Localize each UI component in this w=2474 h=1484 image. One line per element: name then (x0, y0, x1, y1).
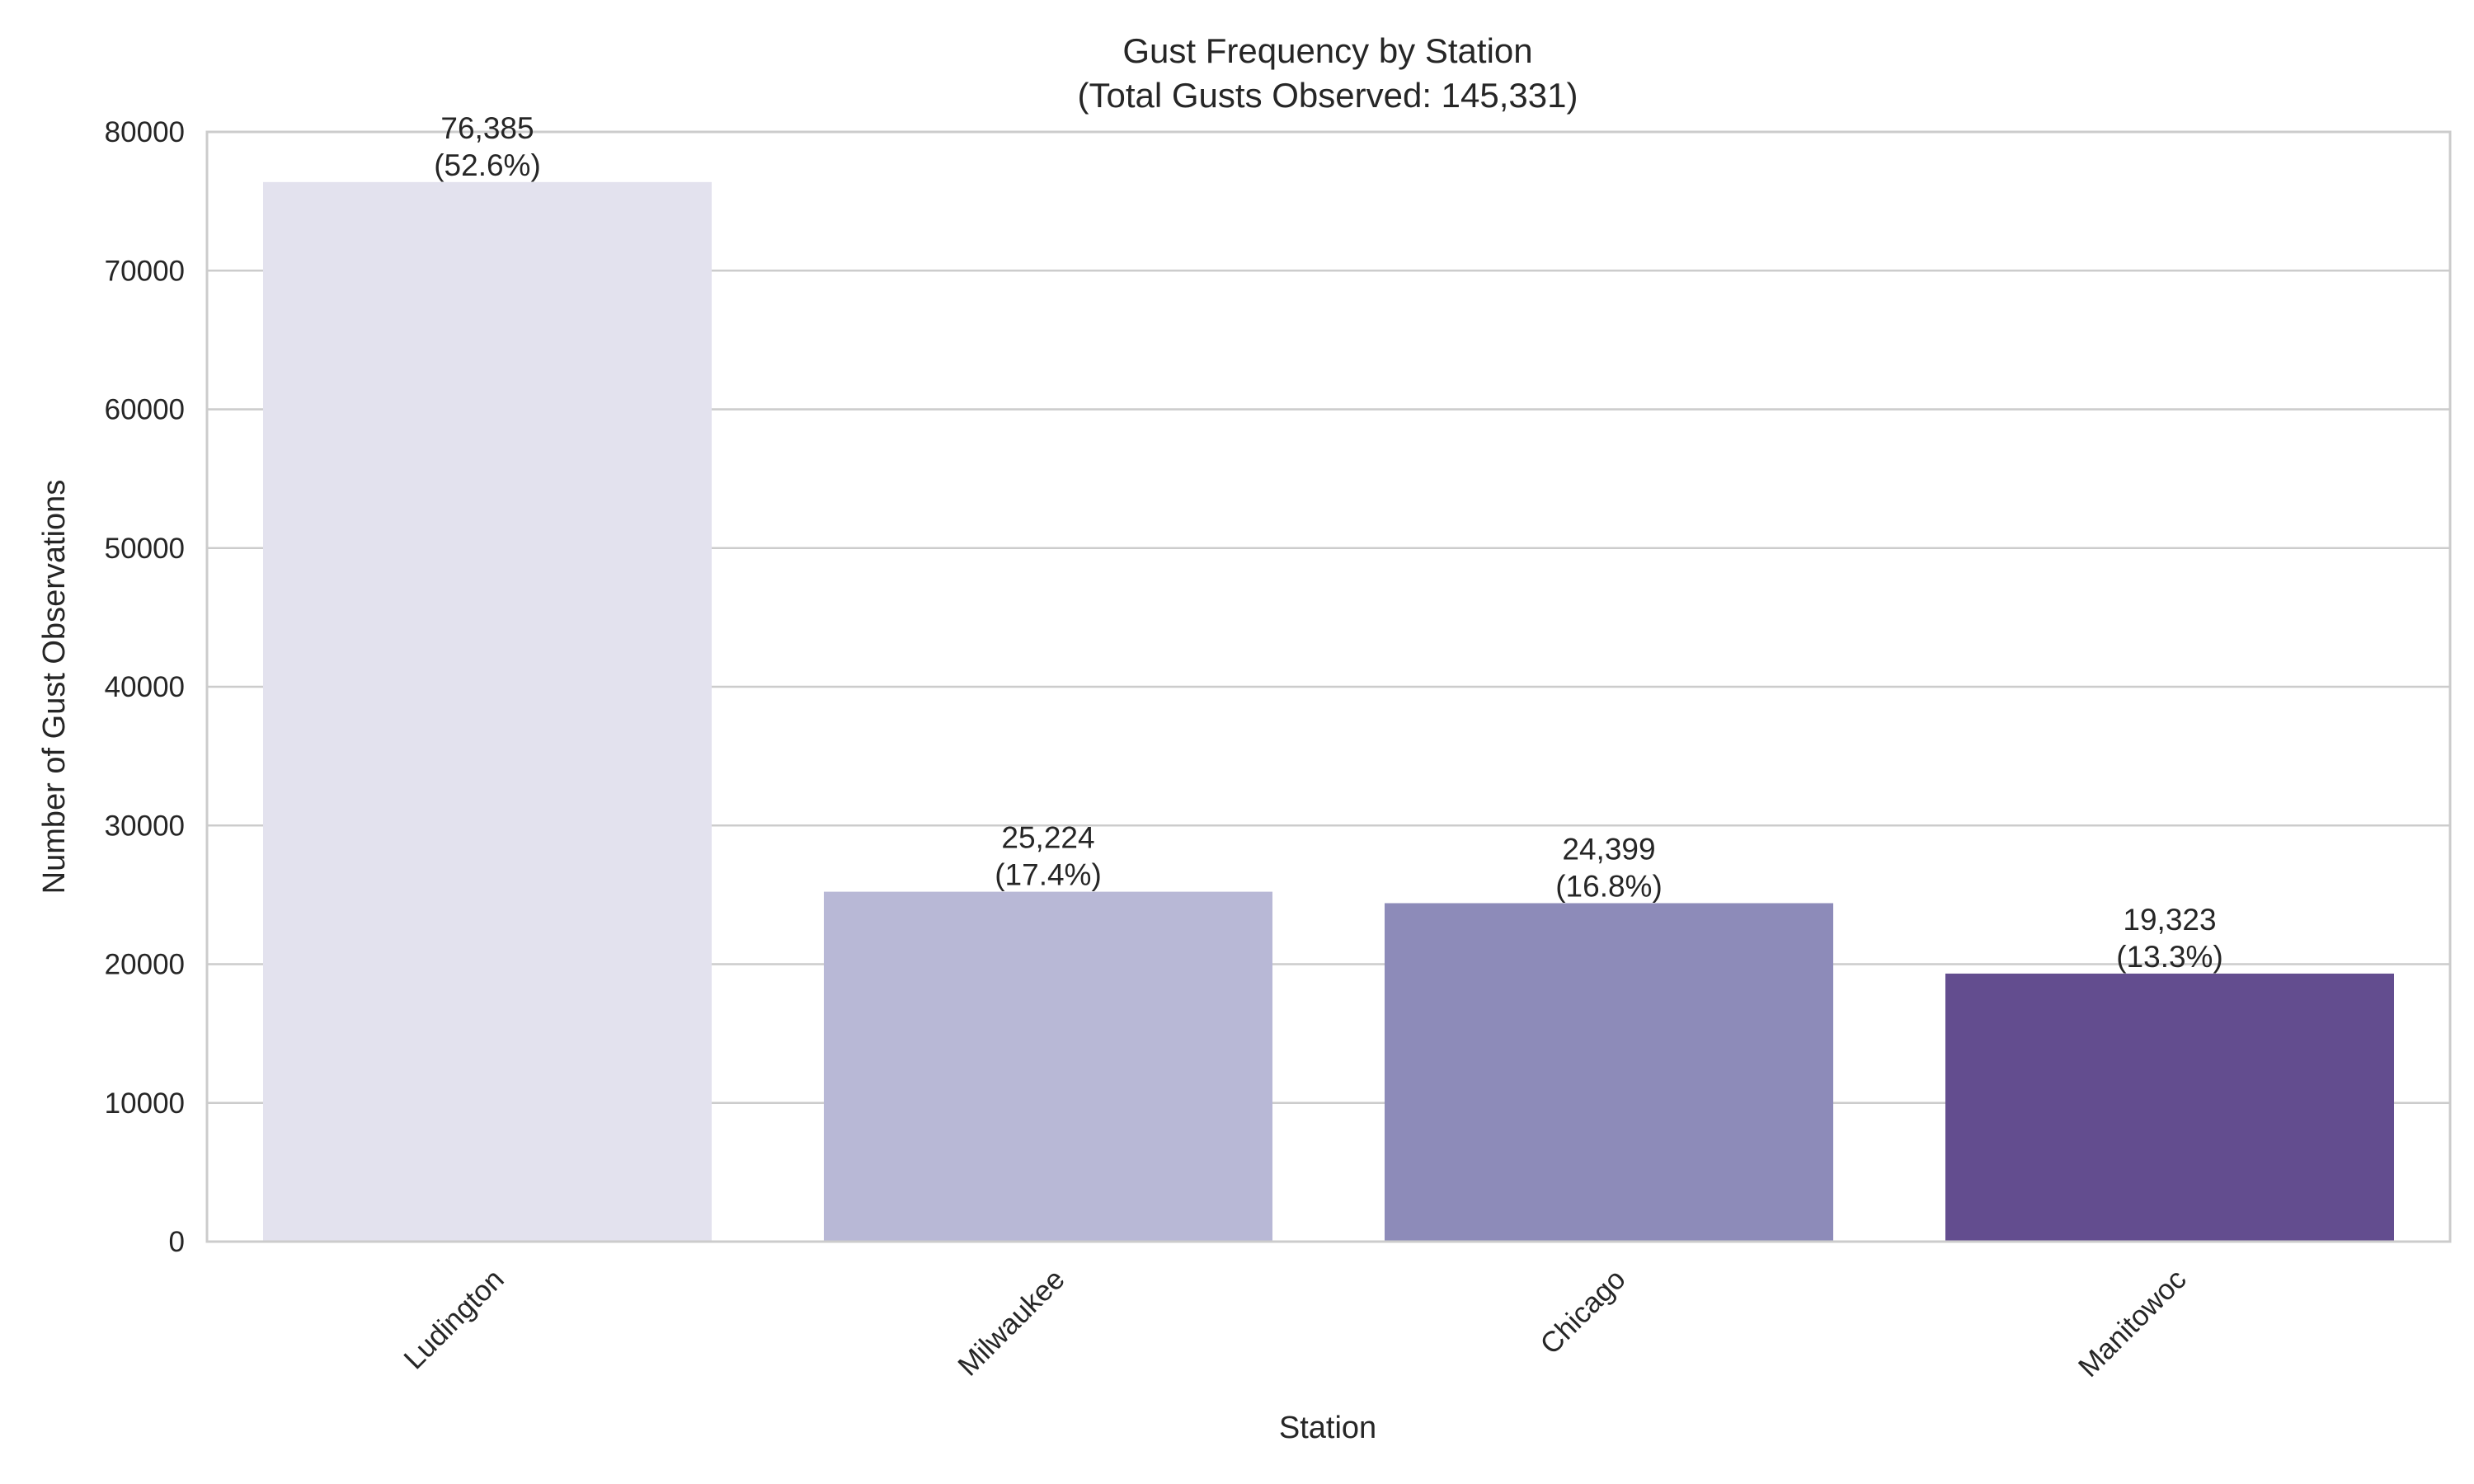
plot-frame (205, 130, 2452, 1243)
bar-value-labels: 76,385(52.6%) 25,224(17.4%) 24,399(16.8%) 1… (434, 111, 2223, 974)
y-tick-label: 50000 (105, 533, 185, 565)
percent-label: (16.8%) (1555, 869, 1663, 903)
bar-milwaukee (824, 891, 1272, 1242)
value-label: 24,399 (1562, 832, 1655, 866)
percent-label: (52.6%) (434, 148, 541, 182)
chart-title-line2: (Total Gusts Observed: 145,331) (1078, 76, 1578, 115)
bar-chicago (1385, 903, 1833, 1242)
value-label: 25,224 (1001, 821, 1094, 855)
y-tick-label: 40000 (105, 671, 185, 703)
chart-title-line1: Gust Frequency by Station (1122, 31, 1532, 70)
y-axis-label: Number of Gust Observations (37, 480, 72, 895)
value-label: 76,385 (440, 111, 534, 145)
y-tick-label: 10000 (105, 1087, 185, 1120)
y-tick-label: 60000 (105, 394, 185, 426)
y-tick-label: 70000 (105, 255, 185, 287)
x-axis-label: Station (1279, 1411, 1376, 1445)
bar-manitowoc (1945, 973, 2394, 1242)
y-tick-label: 20000 (105, 949, 185, 981)
value-label: 19,323 (2123, 903, 2216, 937)
y-tick-label: 80000 (105, 116, 185, 148)
y-tick-label: 0 (169, 1226, 185, 1258)
bars (263, 181, 2394, 1242)
bar-ludington (263, 181, 712, 1242)
percent-label: (13.3%) (2116, 940, 2223, 974)
percent-label: (17.4%) (995, 858, 1102, 892)
y-tick-label: 30000 (105, 810, 185, 842)
y-tick-labels: 0 10000 20000 30000 40000 50000 60000 70000 8000… (105, 116, 185, 1258)
